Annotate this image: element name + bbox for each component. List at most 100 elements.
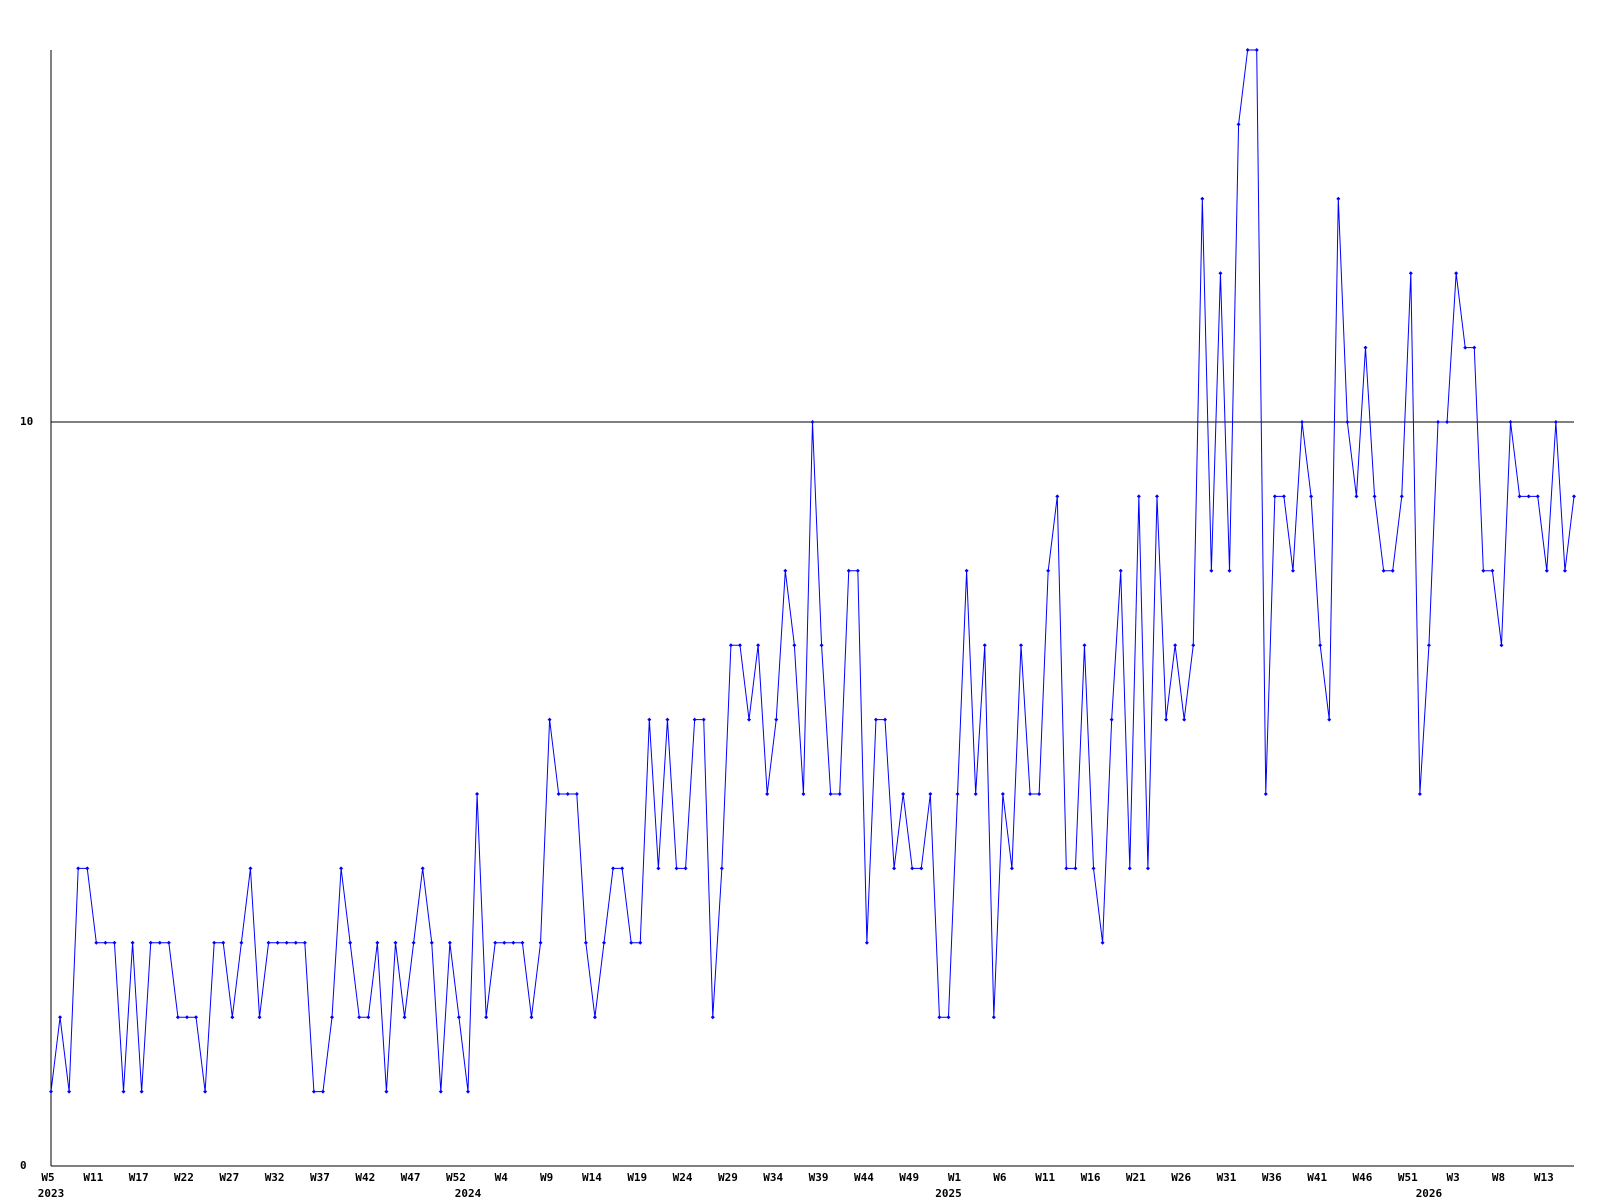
data-point — [1009, 866, 1014, 871]
data-point — [1354, 494, 1359, 499]
x-tick-label: W8 — [1492, 1171, 1505, 1184]
data-point — [1037, 792, 1042, 796]
x-tick-label: W41 — [1307, 1171, 1327, 1184]
x-tick-label: W39 — [809, 1171, 829, 1184]
data-point — [1236, 122, 1241, 127]
x-tick-label: W42 — [355, 1171, 375, 1184]
data-point — [1227, 568, 1232, 573]
data-point — [1572, 494, 1576, 499]
data-point — [484, 1015, 489, 1020]
data-point — [701, 717, 706, 722]
x-tick-label: W31 — [1217, 1171, 1237, 1184]
data-point — [1345, 420, 1350, 424]
x-tick-label: W6 — [993, 1171, 1007, 1184]
data-point — [955, 792, 960, 796]
data-point — [239, 940, 244, 945]
data-point — [892, 866, 897, 871]
x-tick-label: W21 — [1126, 1171, 1146, 1184]
x-tick-label: W19 — [627, 1171, 647, 1184]
data-point — [683, 866, 688, 871]
data-point — [1562, 568, 1567, 573]
data-point — [1100, 940, 1105, 945]
data-point — [1154, 494, 1159, 499]
x-tick-label: W32 — [265, 1171, 285, 1184]
x-tick-label: W3 — [1447, 1171, 1460, 1184]
x-tick-label: W37 — [310, 1171, 330, 1184]
data-point — [58, 1015, 63, 1020]
x-tick-label: W4 — [495, 1171, 509, 1184]
data-point — [1372, 494, 1377, 499]
data-point — [184, 1015, 189, 1020]
data-point — [728, 643, 733, 648]
x-tick-label: W51 — [1398, 1171, 1418, 1184]
data-point — [357, 1015, 362, 1020]
year-label: 2026 — [1416, 1187, 1443, 1200]
data-point — [348, 940, 353, 945]
data-point — [792, 643, 797, 648]
data-point — [1245, 48, 1250, 52]
data-point — [175, 1015, 180, 1020]
data-point — [737, 643, 742, 648]
data-point — [1290, 568, 1295, 573]
x-tick-label: W16 — [1081, 1171, 1101, 1184]
x-tick-label: W11 — [1035, 1171, 1055, 1184]
data-point — [1082, 643, 1087, 648]
data-point — [511, 940, 516, 945]
data-point — [475, 792, 480, 796]
data-point — [946, 1015, 951, 1020]
x-tick-label: W11 — [83, 1171, 103, 1184]
data-point — [810, 420, 815, 424]
data-point — [846, 568, 851, 573]
data-point — [973, 792, 978, 796]
data-point — [1127, 866, 1132, 871]
data-point — [910, 866, 915, 871]
data-point — [601, 940, 606, 945]
data-point — [257, 1015, 262, 1020]
data-point — [302, 940, 307, 945]
data-point — [447, 940, 452, 945]
x-tick-label: W27 — [219, 1171, 239, 1184]
x-tick-label: W26 — [1171, 1171, 1191, 1184]
data-point — [864, 940, 869, 945]
data-point — [1173, 643, 1178, 648]
data-point — [212, 940, 217, 945]
data-point — [1481, 568, 1486, 573]
data-point — [1263, 792, 1268, 796]
data-point — [139, 1089, 144, 1094]
data-point — [883, 717, 888, 722]
data-point — [828, 792, 833, 796]
data-point — [1553, 420, 1558, 424]
x-tick-label: W29 — [718, 1171, 738, 1184]
x-tick-label: W24 — [673, 1171, 693, 1184]
data-point — [1281, 494, 1286, 499]
data-point — [647, 717, 652, 722]
data-point — [1399, 494, 1404, 499]
data-point — [1508, 420, 1513, 424]
x-tick-label: W5 — [41, 1171, 54, 1184]
data-point — [783, 568, 788, 573]
data-point — [429, 940, 434, 945]
data-point — [1272, 494, 1277, 499]
data-point — [275, 940, 280, 945]
data-point — [221, 940, 226, 945]
data-point — [438, 1089, 443, 1094]
year-label: 2024 — [455, 1187, 482, 1200]
data-point — [638, 940, 643, 945]
data-point — [629, 940, 634, 945]
data-point — [1109, 717, 1114, 722]
data-point — [1472, 345, 1477, 350]
x-tick-label: W1 — [948, 1171, 962, 1184]
data-point — [1436, 420, 1441, 424]
data-point — [1091, 866, 1096, 871]
data-point — [293, 940, 298, 945]
x-tick-label: W47 — [401, 1171, 421, 1184]
data-point — [502, 940, 507, 945]
data-point — [1136, 494, 1141, 499]
data-point — [620, 866, 625, 871]
data-point — [692, 717, 697, 722]
data-point — [1408, 271, 1413, 276]
data-point — [1200, 196, 1205, 201]
data-point — [1535, 494, 1540, 499]
year-label: 2025 — [935, 1187, 962, 1200]
data-point — [611, 866, 616, 871]
